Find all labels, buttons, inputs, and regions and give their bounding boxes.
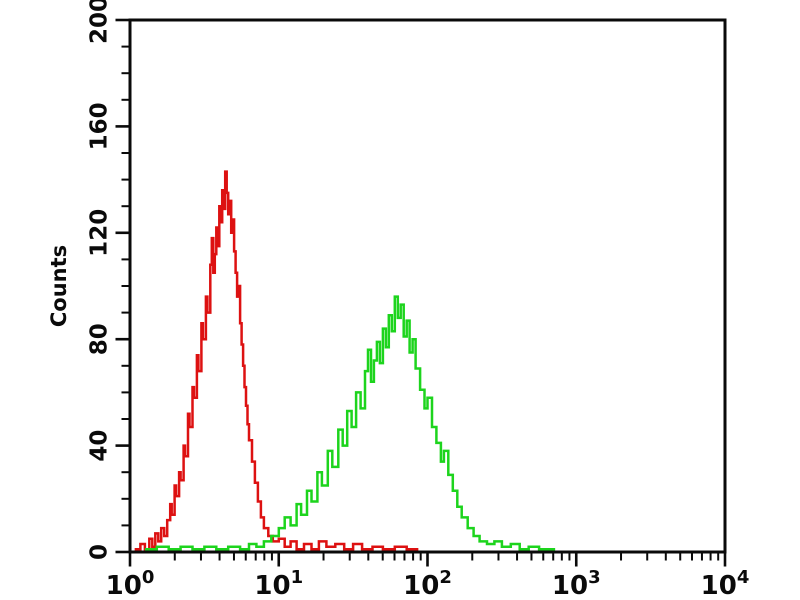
y-axis-tick-label: 200 — [87, 0, 113, 44]
y-axis-tick-label: 40 — [87, 430, 113, 462]
x-axis-tick-label: 101 — [254, 567, 303, 600]
y-axis-tick-label: 0 — [87, 544, 113, 560]
y-axis-tick-label: 80 — [87, 323, 113, 355]
antibody-stained-green-curve — [144, 295, 556, 552]
y-axis: 0 40 80 120 160 200 Counts — [47, 0, 129, 560]
x-axis: 100 101 102 103 104 — [106, 553, 750, 600]
x-axis-tick-label: 100 — [106, 567, 155, 600]
negative-control-red-curve — [130, 170, 419, 554]
x-axis-tick-label: 102 — [403, 567, 452, 600]
axis-frame — [128, 18, 727, 554]
x-axis-tick-label: 103 — [552, 567, 601, 600]
y-axis-tick-label: 160 — [87, 102, 113, 150]
y-axis-tick-label: 120 — [87, 209, 113, 257]
x-axis-tick-label: 104 — [701, 567, 750, 600]
y-axis-title: Counts — [47, 245, 71, 327]
series-layer — [130, 170, 556, 554]
